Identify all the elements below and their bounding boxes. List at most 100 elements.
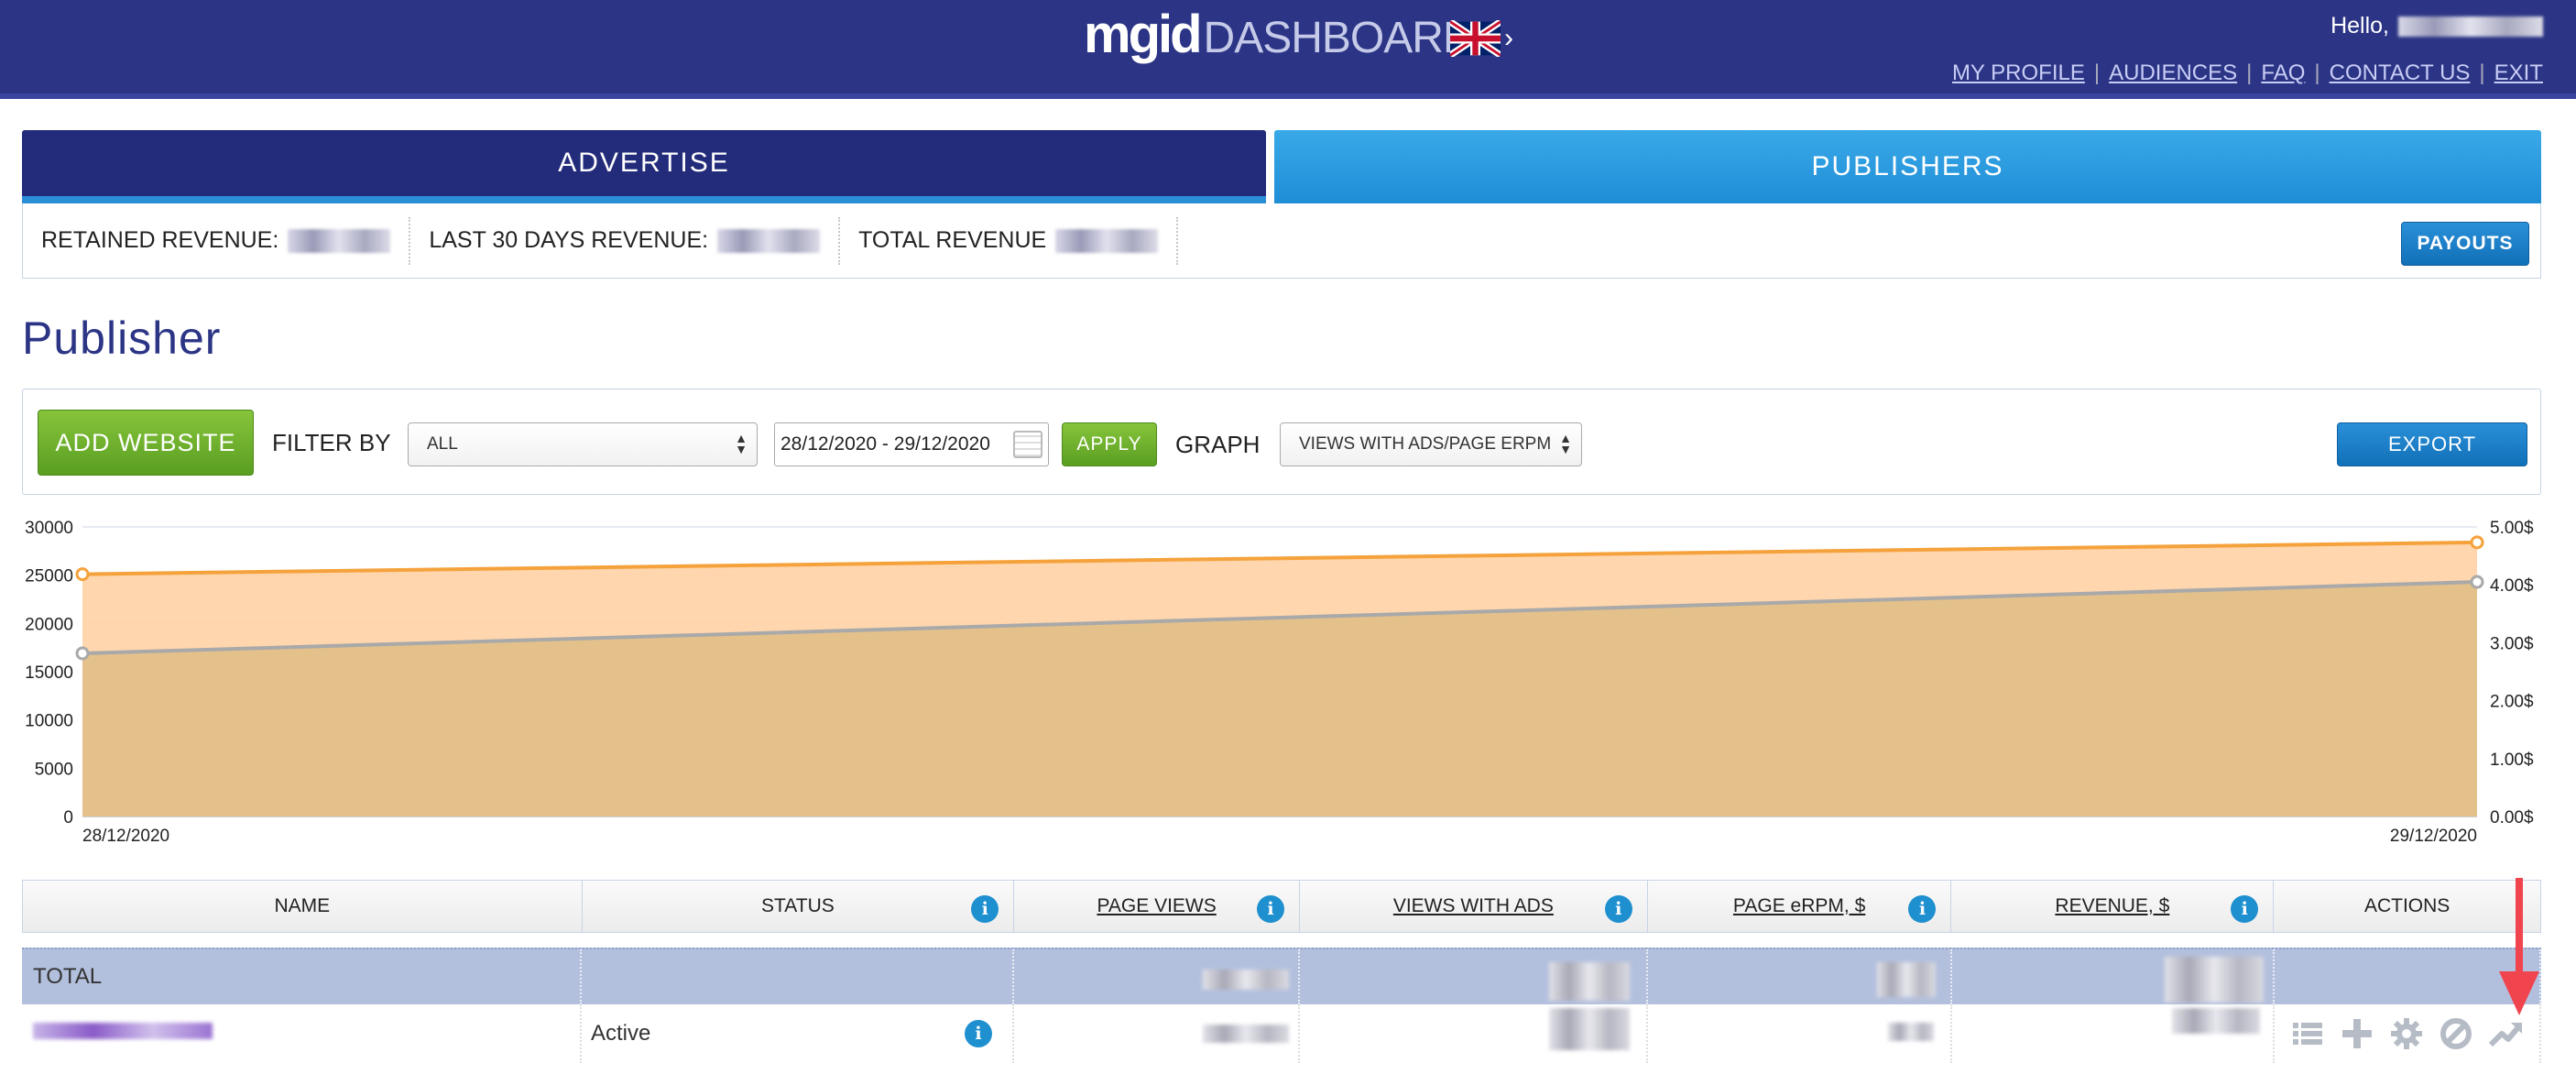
top-header: mgid DASHBOARD › Hello, MY PROFILE | AUDI… [0, 0, 2576, 99]
table-row-total: TOTAL [22, 948, 2541, 1004]
y-left-tick-label: 30000 [25, 519, 73, 538]
info-icon[interactable]: i [1256, 895, 1284, 923]
col-views-with-ads[interactable]: VIEWS WITH ADS i [1300, 881, 1648, 932]
total-revenue: TOTAL REVENUE [840, 216, 1179, 265]
link-my-profile[interactable]: MY PROFILE [1951, 60, 2085, 85]
y-left-tick-label: 5000 [35, 760, 73, 779]
site-name-link[interactable] [33, 1023, 213, 1045]
graph-label: GRAPH [1175, 431, 1261, 458]
filter-select[interactable]: ALL ▲ ▼ [408, 422, 758, 466]
redacted-value [1549, 1008, 1630, 1050]
col-name[interactable]: NAME [23, 881, 583, 932]
col-actions-label: ACTIONS [2363, 895, 2450, 916]
tab-advertise[interactable]: ADVERTISE [22, 130, 1266, 203]
last-30-days-revenue-label: LAST 30 DAYS REVENUE: [429, 227, 709, 253]
col-page-views[interactable]: PAGE VIEWS i [1014, 881, 1300, 932]
info-icon[interactable]: i [2231, 895, 2259, 923]
col-revenue-label[interactable]: REVENUE, $ [2055, 895, 2170, 916]
date-range-value: 28/12/2020 - 29/12/2020 [780, 433, 990, 455]
site-status-cell: Active i [582, 1004, 1014, 1063]
series-point [2470, 575, 2484, 589]
filter-by-label: FILTER BY [272, 429, 391, 456]
export-button[interactable]: EXPORT [2337, 422, 2527, 466]
x-tick-label: 28/12/2020 [82, 827, 169, 846]
site-name-cell [22, 1004, 582, 1063]
col-views-with-ads-label[interactable]: VIEWS WITH ADS [1392, 895, 1554, 916]
total-label: TOTAL [33, 964, 103, 989]
add-website-button[interactable]: ADD WEBSITE [38, 410, 254, 476]
uk-flag-icon[interactable] [1450, 20, 1501, 57]
table-row: Active i [22, 1004, 2541, 1063]
link-contact-us[interactable]: CONTACT US [2329, 60, 2471, 85]
y-right-tick-label: 2.00$ [2490, 693, 2534, 712]
y-left-tick-label: 0 [63, 808, 73, 827]
list-icon[interactable] [2289, 1015, 2326, 1052]
info-icon[interactable]: i [1604, 895, 1632, 923]
site-page-erpm-cell [1648, 1004, 1952, 1063]
info-icon[interactable]: i [971, 895, 999, 923]
graph-select[interactable]: VIEWS WITH ADS/PAGE ERPM ▲ ▼ [1280, 422, 1582, 466]
annotation-arrow-icon [2499, 878, 2539, 1015]
views-erpm-chart: 0 5000 10000 15000 20000 25000 30000 0.00$ 1.00… [25, 519, 2534, 846]
total-page-views-cell [1014, 949, 1300, 1004]
y-right-tick-label: 5.00$ [2490, 519, 2534, 538]
series-point [2470, 535, 2484, 550]
y-right-tick-label: 0.00$ [2490, 808, 2534, 827]
revenue-bar: RETAINED REVENUE: LAST 30 DAYS REVENUE: … [22, 203, 2541, 279]
link-exit[interactable]: EXIT [2494, 60, 2543, 85]
y-right-tick-label: 3.00$ [2490, 634, 2534, 653]
block-icon[interactable] [2438, 1015, 2474, 1052]
series-point [75, 646, 90, 661]
total-actions-cell [2275, 949, 2541, 1004]
link-faq[interactable]: FAQ [2261, 60, 2306, 85]
graph-select-value: VIEWS WITH ADS/PAGE ERPM [1299, 434, 1552, 454]
username-redacted [2398, 16, 2543, 37]
logo-mgid-text: mgid [1084, 5, 1203, 64]
tab-publishers[interactable]: PUBLISHERS [1274, 130, 2541, 203]
site-actions-cell [2275, 1004, 2541, 1063]
total-page-erpm-cell [1648, 949, 1952, 1004]
y-left-tick-label: 20000 [25, 615, 73, 634]
col-page-views-label[interactable]: PAGE VIEWS [1097, 895, 1217, 916]
redacted-site-name [33, 1023, 213, 1039]
select-arrows-icon: ▲ ▼ [1559, 431, 1572, 456]
apply-button[interactable]: APPLY [1062, 422, 1157, 466]
redacted-value [2172, 1008, 2260, 1034]
col-page-erpm[interactable]: PAGE eRPM, $ i [1648, 881, 1952, 932]
col-page-erpm-label[interactable]: PAGE eRPM, $ [1732, 895, 1866, 916]
total-revenue-cell [1952, 949, 2275, 1004]
gear-icon[interactable] [2388, 1015, 2425, 1052]
redacted-value [1203, 970, 1289, 990]
retained-revenue: RETAINED REVENUE: [23, 216, 411, 265]
x-tick-label: 29/12/2020 [2390, 827, 2477, 846]
logo-dashboard-text: DASHBOARD [1203, 14, 1475, 62]
col-name-label: NAME [274, 895, 331, 916]
filter-bar: ADD WEBSITE FILTER BY ALL ▲ ▼ 28/12/2020 … [22, 389, 2541, 495]
total-revenue-label: TOTAL REVENUE [858, 227, 1047, 253]
series-area [82, 582, 2477, 816]
mgid-logo[interactable]: mgid DASHBOARD [1084, 5, 1475, 64]
col-status[interactable]: STATUS i [583, 881, 1015, 932]
series-line [82, 580, 2478, 655]
table-header: NAME STATUS i PAGE VIEWS i VIEWS WITH ADS i… [22, 880, 2541, 933]
total-revenue-value [1055, 228, 1159, 253]
y-left-tick-label: 15000 [25, 663, 73, 683]
plus-icon[interactable] [2339, 1015, 2375, 1052]
calendar-icon[interactable] [1013, 431, 1042, 458]
site-page-views-cell [1014, 1004, 1300, 1063]
redacted-value [1877, 962, 1936, 997]
site-views-with-ads-cell [1300, 1004, 1648, 1063]
chevron-right-icon[interactable]: › [1504, 23, 1513, 53]
greeting-text: Hello, [2330, 13, 2389, 38]
col-revenue[interactable]: REVENUE, $ i [1951, 881, 2275, 932]
payouts-button[interactable]: PAYOUTS [2401, 222, 2529, 266]
chart-y-axis-left: 0 5000 10000 15000 20000 25000 30000 [25, 519, 73, 827]
info-icon[interactable]: i [1908, 895, 1937, 923]
date-range-input[interactable]: 28/12/2020 - 29/12/2020 [774, 422, 1049, 466]
info-icon[interactable]: i [965, 1020, 992, 1047]
series-point [75, 567, 90, 582]
trend-chart-icon[interactable] [2487, 1015, 2524, 1052]
select-arrows-icon: ▲ ▼ [735, 431, 748, 456]
series-line [82, 540, 2478, 576]
link-audiences[interactable]: AUDIENCES [2109, 60, 2238, 85]
